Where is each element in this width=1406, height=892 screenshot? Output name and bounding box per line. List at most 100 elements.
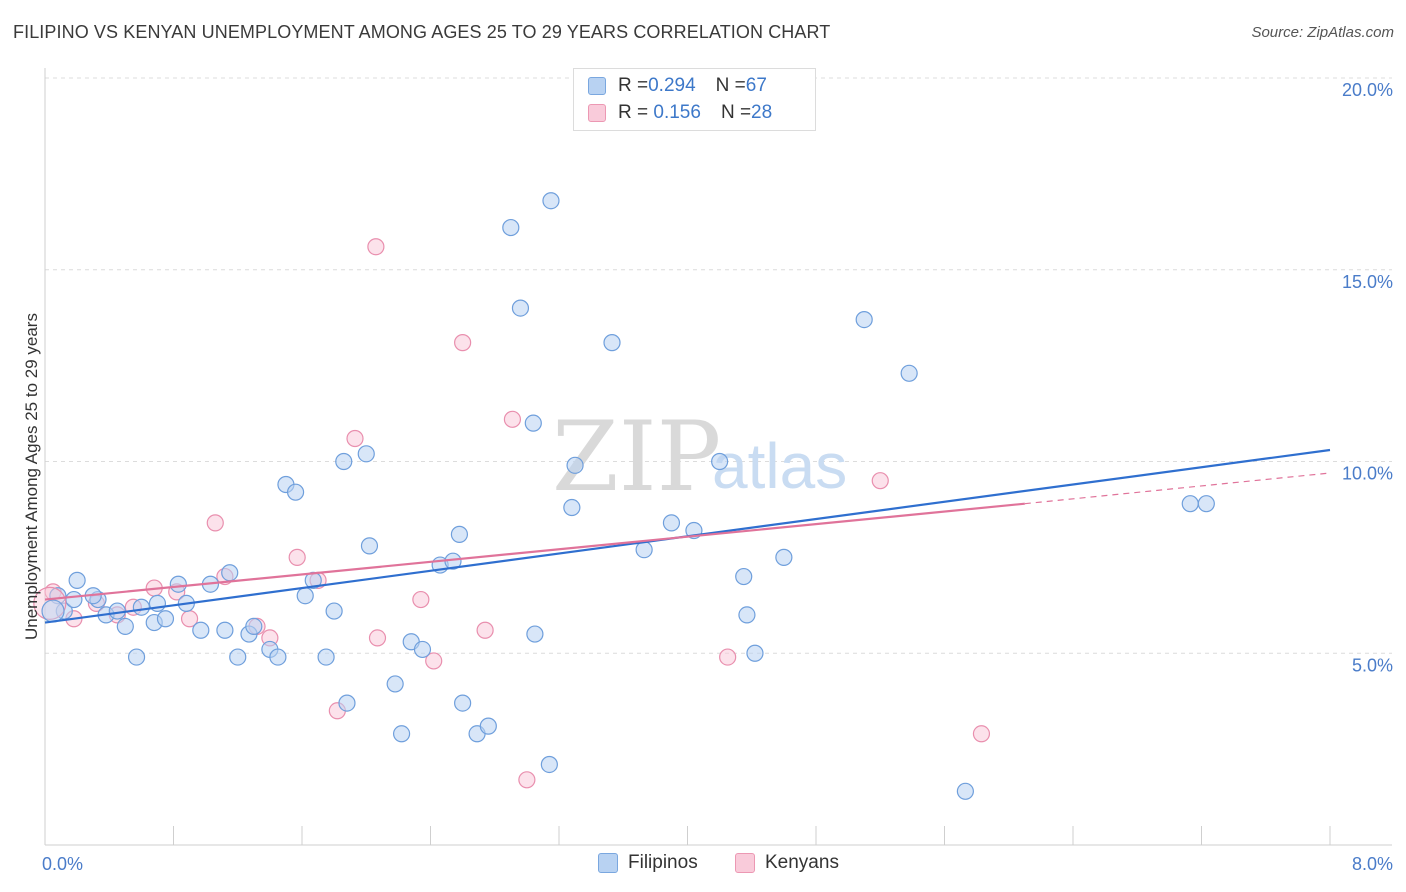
data-points: [33, 111, 1215, 800]
filipinos-point: [1197, 495, 1215, 513]
series-legend-kenyans: Kenyans: [735, 851, 839, 875]
filipinos-point: [116, 617, 134, 636]
y-tick-label: 10.0%: [1342, 464, 1393, 484]
kenyans-point: [206, 514, 224, 532]
legend-swatch-filipinos: [588, 77, 606, 95]
filipinos-point: [502, 218, 520, 237]
filipinos-point: [1181, 495, 1199, 513]
filipinos-point: [738, 606, 756, 624]
filipinos-point: [386, 675, 404, 693]
kenyans-trend-extension: [1024, 472, 1331, 505]
filipinos-point: [735, 567, 753, 586]
watermark-atlas: atlas: [712, 430, 847, 502]
filipinos-point: [221, 564, 239, 582]
filipinos-point: [169, 575, 187, 593]
filipinos-point: [392, 725, 411, 743]
kenyans-point: [871, 472, 889, 490]
chart-title: FILIPINO VS KENYAN UNEMPLOYMENT AMONG AG…: [13, 22, 831, 42]
filipinos-legend-label: Filipinos: [628, 852, 698, 873]
filipinos-point: [540, 755, 558, 774]
filipinos-point: [711, 452, 729, 471]
y-tick-label: 15.0%: [1342, 272, 1393, 292]
kenyans-point: [972, 725, 991, 743]
filipinos-point: [68, 571, 86, 589]
legend-n-value: 67: [745, 75, 767, 96]
legend-r-value: 0.294: [648, 75, 696, 96]
filipinos-point: [662, 514, 681, 532]
filipinos-point: [65, 590, 83, 609]
kenyans-point: [719, 648, 737, 666]
kenyans-point: [412, 590, 430, 609]
grid-lines: [45, 77, 1392, 654]
filipinos-point: [357, 445, 375, 463]
legend-n-label: N =: [715, 75, 746, 96]
legend-r-label: R =: [618, 75, 649, 96]
filipinos-point: [566, 456, 584, 474]
filipinos-point: [360, 537, 379, 555]
legend-swatch-kenyans: [588, 104, 606, 122]
filipinos-point: [413, 640, 432, 659]
filipinos-point: [127, 648, 146, 666]
y-axis-label: Unemployment Among Ages 25 to 29 years: [22, 313, 41, 640]
filipinos-point: [855, 311, 873, 329]
filipinos-point: [563, 498, 581, 517]
filipinos-point: [526, 625, 544, 643]
kenyans-point: [454, 334, 472, 352]
kenyans-point: [503, 410, 522, 428]
filipinos-point: [286, 483, 305, 501]
source-note: Source: ZipAtlas.com: [1251, 24, 1394, 41]
filipinos-point: [338, 694, 356, 712]
filipinos-point: [229, 648, 247, 666]
kenyans-point: [425, 652, 443, 670]
legend-n-value: 28: [751, 102, 773, 123]
filipinos-point: [956, 782, 974, 800]
kenyans-point: [346, 429, 364, 448]
filipinos-point: [524, 414, 542, 432]
filipinos-point: [269, 648, 287, 666]
y-tick-label: 5.0%: [1352, 655, 1393, 675]
filipinos-point: [296, 587, 314, 605]
axes: [44, 68, 1392, 846]
filipinos-point: [216, 621, 234, 639]
kenyans-point: [518, 771, 536, 789]
filipinos-point: [156, 610, 175, 628]
filipinos-point: [317, 648, 335, 666]
filipinos-swatch: [598, 853, 618, 873]
kenyans-point: [476, 621, 494, 639]
filipinos-point: [603, 334, 621, 352]
legend-r-label: R =: [618, 102, 649, 123]
kenyans-point: [288, 548, 306, 566]
kenyans-point: [368, 629, 387, 647]
filipinos-point: [450, 525, 469, 543]
filipinos-point: [900, 364, 918, 382]
legend-n-label: N =: [720, 102, 752, 123]
filipinos-point: [41, 599, 65, 623]
filipinos-point: [325, 602, 343, 620]
filipinos-point: [542, 192, 560, 210]
filipinos-point: [454, 694, 472, 712]
kenyans-point: [367, 238, 385, 256]
filipinos-point: [746, 644, 764, 662]
kenyans-swatch: [735, 853, 755, 873]
kenyans-trend-line: [44, 502, 1025, 601]
filipinos-point: [132, 598, 150, 616]
filipinos-point: [479, 717, 497, 735]
legend-row-kenyans: R = 0.156 N = 28: [588, 102, 772, 124]
x-tick-label: 8.0%: [1352, 854, 1393, 874]
legend-r-value: 0.156: [648, 102, 701, 123]
legend-row-filipinos: R = 0.294 N = 67: [588, 75, 767, 97]
x-tick-label: 0.0%: [42, 854, 83, 874]
filipinos-point: [335, 452, 353, 471]
watermark-zip: ZIP: [552, 401, 721, 513]
series-legend-filipinos: Filipinos: [598, 851, 698, 875]
trend-lines: [44, 448, 1331, 624]
y-tick-label: 20.0%: [1342, 80, 1393, 100]
filipinos-point: [511, 299, 530, 317]
filipinos-point: [635, 541, 653, 559]
correlation-legend: R = 0.294 N = 67 R = 0.156 N = 28: [573, 68, 816, 131]
tick-labels: 5.0% 10.0% 15.0% 20.0% 0.0% 8.0%: [42, 80, 1393, 874]
kenyans-legend-label: Kenyans: [765, 852, 839, 873]
filipinos-point: [245, 617, 263, 636]
filipinos-point: [192, 621, 210, 639]
